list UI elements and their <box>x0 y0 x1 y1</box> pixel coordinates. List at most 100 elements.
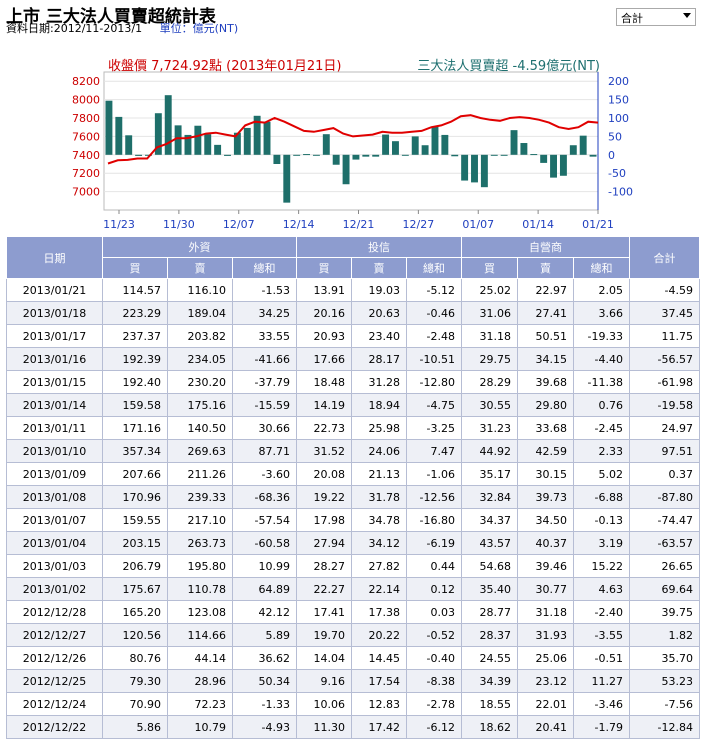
row-value: 20.41 <box>517 715 574 739</box>
net-bar <box>105 100 113 155</box>
row-value: 44.92 <box>461 439 518 463</box>
right-axis-tick: 100 <box>608 112 629 125</box>
row-value: 3.19 <box>573 531 630 555</box>
left-axis-tick: 7200 <box>72 167 100 180</box>
row-value: 175.16 <box>167 393 233 417</box>
row-value: 5.02 <box>573 462 630 486</box>
row-value: 30.77 <box>517 577 574 601</box>
close-line <box>107 114 599 165</box>
row-value: -12.80 <box>406 370 462 394</box>
left-axis-tick: 7400 <box>72 149 100 162</box>
row-value: 140.50 <box>167 416 233 440</box>
row-value: 87.71 <box>232 439 297 463</box>
table-row: 2013/01/08 170.96 239.33 -68.36 19.22 31.78 -1… <box>6 485 700 509</box>
row-value: 53.23 <box>629 669 700 693</box>
row-value: 10.06 <box>296 692 352 716</box>
net-bar <box>224 154 231 156</box>
market-filter-select[interactable]: 合計 <box>616 8 696 26</box>
row-value: 14.04 <box>296 646 352 670</box>
row-value: 24.06 <box>351 439 407 463</box>
row-value: 22.97 <box>517 278 574 302</box>
row-value: -2.45 <box>573 416 630 440</box>
row-value: 18.62 <box>461 715 518 739</box>
net-bar <box>559 154 567 176</box>
row-value: 28.17 <box>351 347 407 371</box>
net-bar <box>411 136 419 155</box>
right-axis-tick: 150 <box>608 94 629 107</box>
net-bar <box>263 121 271 155</box>
table-row: 2013/01/14 159.58 175.16 -15.59 14.19 18.94 -4… <box>6 393 700 417</box>
row-date: 2013/01/08 <box>6 485 103 509</box>
row-value: 4.63 <box>573 577 630 601</box>
row-value: 18.48 <box>296 370 352 394</box>
net-bar <box>401 154 409 156</box>
row-value: 31.28 <box>351 370 407 394</box>
row-value: 0.37 <box>629 462 700 486</box>
market-filter-value: 合計 <box>621 12 643 25</box>
row-value: -3.25 <box>406 416 462 440</box>
row-value: 34.12 <box>351 531 407 555</box>
row-value: 22.27 <box>296 577 352 601</box>
row-value: 0.76 <box>573 393 630 417</box>
row-value: -7.56 <box>629 692 700 716</box>
row-date: 2012/12/28 <box>6 600 103 624</box>
row-value: 10.79 <box>167 715 233 739</box>
row-value: -2.78 <box>406 692 462 716</box>
row-value: 18.55 <box>461 692 518 716</box>
row-value: -10.51 <box>406 347 462 371</box>
row-value: 0.44 <box>406 554 462 578</box>
net-bar <box>382 134 390 155</box>
row-value: 171.16 <box>102 416 168 440</box>
col-header-trust-buy: 買 <box>296 257 352 279</box>
row-value: -3.60 <box>232 462 297 486</box>
row-value: 70.90 <box>102 692 168 716</box>
row-value: 217.10 <box>167 508 233 532</box>
row-value: 269.63 <box>167 439 233 463</box>
net-bar <box>569 145 577 155</box>
right-axis-tick: 50 <box>608 130 622 143</box>
x-axis-tick: 12/14 <box>283 218 315 231</box>
row-value: -16.80 <box>406 508 462 532</box>
row-date: 2012/12/25 <box>6 669 103 693</box>
row-value: -8.38 <box>406 669 462 693</box>
row-value: 30.55 <box>461 393 518 417</box>
row-value: 79.30 <box>102 669 168 693</box>
row-value: -2.40 <box>573 600 630 624</box>
row-date: 2013/01/15 <box>6 370 103 394</box>
row-value: -15.59 <box>232 393 297 417</box>
table-row: 2013/01/11 171.16 140.50 30.66 22.73 25.98 -3.… <box>6 416 700 440</box>
row-date: 2012/12/26 <box>6 646 103 670</box>
row-value: 14.19 <box>296 393 352 417</box>
row-value: 22.73 <box>296 416 352 440</box>
row-value: -3.55 <box>573 623 630 647</box>
row-value: -0.46 <box>406 301 462 325</box>
row-value: 28.29 <box>461 370 518 394</box>
net-bar <box>214 144 222 155</box>
row-value: -61.98 <box>629 370 700 394</box>
net-bar <box>332 154 340 165</box>
row-value: 34.78 <box>351 508 407 532</box>
net-bar <box>461 154 469 181</box>
row-value: 42.12 <box>232 600 297 624</box>
row-value: 34.25 <box>232 301 297 325</box>
table-row: 2013/01/16 192.39 234.05 -41.66 17.66 28.17 -1… <box>6 347 700 371</box>
row-value: -1.06 <box>406 462 462 486</box>
net-bar <box>164 95 172 155</box>
row-date: 2013/01/14 <box>6 393 103 417</box>
table-row: 2012/12/24 70.90 72.23 -1.33 10.06 12.83 -2.78… <box>6 692 700 716</box>
x-axis-tick: 01/14 <box>522 218 554 231</box>
col-header-foreign-buy: 買 <box>102 257 168 279</box>
row-value: -37.79 <box>232 370 297 394</box>
net-bar <box>352 154 360 160</box>
row-date: 2013/01/18 <box>6 301 103 325</box>
row-value: 37.45 <box>629 301 700 325</box>
row-value: -4.59 <box>629 278 700 302</box>
net-bar <box>303 154 310 156</box>
row-value: 357.34 <box>102 439 168 463</box>
row-value: 1.82 <box>629 623 700 647</box>
row-value: 19.70 <box>296 623 352 647</box>
chart-title-net: 三大法人買賣超 -4.59億元(NT) <box>417 58 600 74</box>
row-value: 114.66 <box>167 623 233 647</box>
col-header-trust: 投信 <box>296 236 462 258</box>
row-value: -4.75 <box>406 393 462 417</box>
